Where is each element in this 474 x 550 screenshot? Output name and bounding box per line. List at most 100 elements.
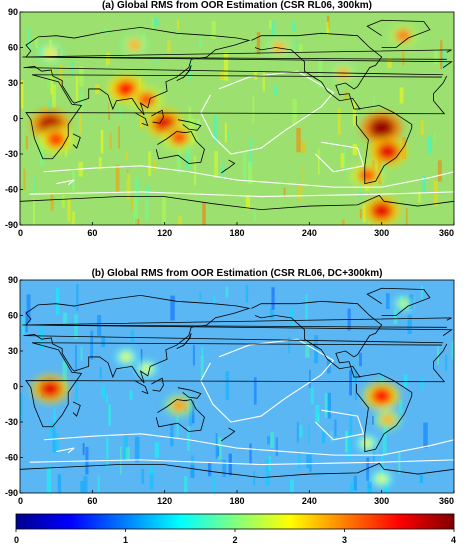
noise-stripe <box>315 404 320 422</box>
noise-stripe <box>451 341 454 360</box>
noise-stripe <box>317 148 320 175</box>
noise-stripe <box>367 481 372 493</box>
noise-stripe <box>352 99 356 126</box>
noise-stripe <box>70 60 74 75</box>
noise-stripe <box>352 362 355 384</box>
coastline <box>72 401 81 417</box>
noise-stripe <box>326 21 329 36</box>
noise-stripe <box>194 492 198 493</box>
noise-stripe <box>305 294 308 323</box>
noise-stripe <box>55 288 60 315</box>
x-tick-label: 360 <box>439 228 454 238</box>
y-tick-label: 0 <box>13 114 18 124</box>
noise-stripe <box>290 307 294 328</box>
hotspot-zambezi <box>46 131 67 148</box>
noise-stripe <box>188 106 192 133</box>
coastline <box>151 109 164 124</box>
noise-stripe <box>118 126 120 149</box>
noise-stripe <box>38 326 44 349</box>
noise-stripe <box>72 211 75 224</box>
noise-stripe <box>283 187 286 198</box>
noise-stripe <box>212 476 216 493</box>
noise-stripe <box>225 286 229 298</box>
coastline <box>221 427 236 442</box>
noise-stripe <box>267 436 271 445</box>
colorbar-tick-label: 0 <box>14 535 19 545</box>
noise-stripe <box>433 49 438 65</box>
noise-stripe <box>105 52 111 65</box>
noise-stripe <box>192 344 196 366</box>
noise-stripe <box>292 98 297 126</box>
noise-stripe <box>262 72 266 92</box>
noise-stripe <box>193 155 197 186</box>
noise-stripe <box>423 422 428 449</box>
coastline <box>25 342 448 428</box>
noise-stripe <box>299 424 303 438</box>
noise-stripe <box>79 66 84 87</box>
coastline <box>134 112 149 127</box>
noise-stripe <box>177 146 181 175</box>
noise-stripe <box>314 335 319 364</box>
contour-line <box>314 141 365 173</box>
y-tick-label: 90 <box>8 275 18 285</box>
noise-stripe <box>162 197 166 225</box>
noise-stripe <box>334 419 337 437</box>
noise-stripe <box>386 293 390 310</box>
noise-stripe <box>201 346 204 359</box>
hotspot-greenland <box>397 298 410 309</box>
noise-stripe <box>39 137 45 166</box>
noise-stripe <box>126 173 131 200</box>
noise-stripe <box>80 90 84 113</box>
noise-stripe <box>25 135 29 150</box>
noise-stripe <box>191 400 195 424</box>
noise-stripe <box>154 17 159 27</box>
noise-stripe <box>442 49 446 70</box>
colorbar-tick-label: 4 <box>451 535 456 545</box>
noise-stripe <box>50 192 54 211</box>
noise-stripe <box>176 415 179 439</box>
noise-stripe <box>32 198 35 225</box>
noise-stripe <box>83 475 88 493</box>
noise-stripe <box>154 442 160 459</box>
noise-stripe <box>268 455 271 471</box>
y-tick-label: 60 <box>8 43 18 53</box>
noise-stripe <box>253 206 256 222</box>
noise-stripe <box>153 158 157 172</box>
x-tick-label: 120 <box>157 496 172 506</box>
coastline <box>20 462 454 479</box>
noise-stripe <box>76 284 79 311</box>
map-a-y-ticks: 90 60 30 0 -30 -60 -90 <box>5 7 23 230</box>
noise-stripe <box>22 316 25 335</box>
noise-stripe <box>75 380 78 401</box>
coastline <box>151 377 164 392</box>
noise-stripe <box>184 475 188 493</box>
map-b-stripe-texture <box>20 284 454 493</box>
y-tick-label: 30 <box>8 346 18 356</box>
noise-stripe <box>187 426 190 451</box>
noise-stripe <box>151 18 154 29</box>
noise-stripe <box>130 194 134 211</box>
map-a-x-ticks: 0 60 120 180 240 300 360 <box>18 222 455 238</box>
noise-stripe <box>271 20 275 37</box>
noise-stripe <box>115 164 120 193</box>
noise-stripe <box>343 148 346 172</box>
y-tick-label: -90 <box>5 220 18 230</box>
noise-stripe <box>271 287 275 310</box>
noise-stripe <box>256 31 261 55</box>
map-b-x-ticks: 0 60 120 180 240 300 360 <box>18 490 455 506</box>
colorbar-gradient <box>15 513 455 530</box>
noise-stripe <box>178 216 182 225</box>
hotspot-amazon <box>369 117 395 139</box>
noise-stripe <box>330 430 333 443</box>
noise-stripe <box>139 108 144 129</box>
map-b-y-ticks: 90 60 30 0 -30 -60 -90 <box>5 275 23 498</box>
hotspot-antarctic-peninsula <box>370 201 393 220</box>
noise-stripe <box>202 202 206 225</box>
noise-stripe <box>129 390 133 400</box>
noise-stripe <box>366 457 370 481</box>
noise-stripe <box>196 119 201 129</box>
noise-stripe <box>46 466 52 493</box>
hotspot-north-australia <box>170 398 188 413</box>
noise-stripe <box>20 79 24 109</box>
y-tick-label: -90 <box>5 488 18 498</box>
